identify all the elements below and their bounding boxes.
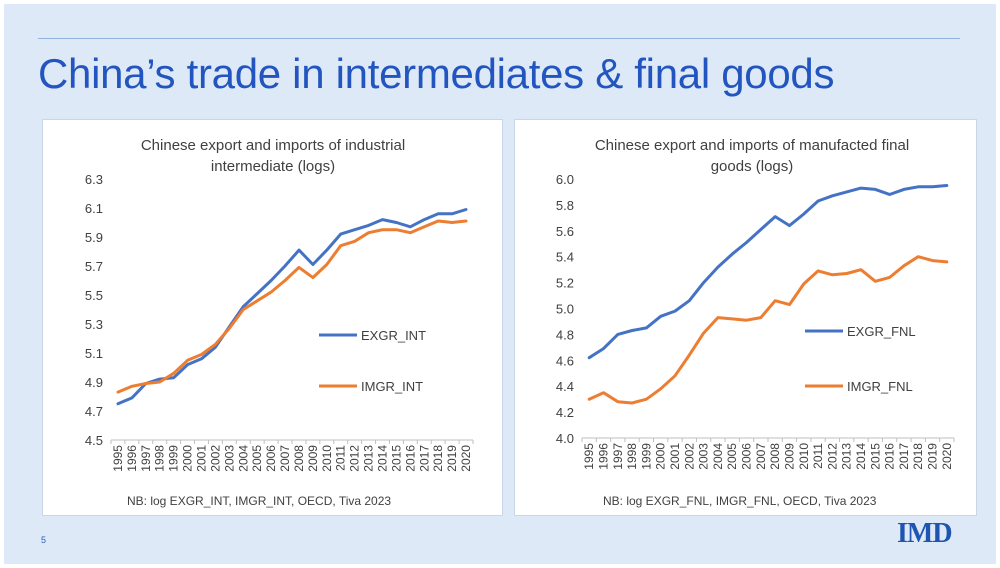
y-tick-label: 4.6	[556, 353, 574, 368]
x-tick-label: 1998	[153, 445, 167, 472]
x-tick-label: 2001	[668, 443, 682, 470]
title-divider	[38, 38, 960, 39]
chart-source-note: NB: log EXGR_FNL, IMGR_FNL, OECD, Tiva 2…	[603, 494, 877, 508]
x-tick-label: 2019	[445, 445, 459, 472]
slide: China’s trade in intermediates & final g…	[4, 4, 996, 564]
chart-title-line: goods (logs)	[711, 158, 794, 175]
x-tick-label: 1998	[625, 443, 639, 470]
x-tick-label: 2006	[740, 443, 754, 470]
y-tick-label: 4.0	[556, 431, 574, 446]
x-tick-label: 2009	[782, 443, 796, 470]
x-tick-label: 2010	[320, 445, 334, 472]
y-tick-label: 6.3	[85, 172, 103, 187]
y-tick-label: 4.8	[556, 327, 574, 342]
x-tick-label: 2019	[926, 443, 940, 470]
x-tick-label: 2004	[236, 445, 250, 472]
legend-label: IMGR_INT	[361, 379, 423, 394]
y-tick-label: 5.7	[85, 259, 103, 274]
x-tick-label: 1999	[639, 443, 653, 470]
y-tick-label: 5.6	[556, 224, 574, 239]
x-tick-label: 2004	[711, 443, 725, 470]
y-tick-label: 5.8	[556, 198, 574, 213]
x-tick-label: 2016	[883, 443, 897, 470]
x-tick-label: 2006	[264, 445, 278, 472]
y-tick-label: 4.5	[85, 433, 103, 448]
x-tick-label: 2003	[222, 445, 236, 472]
x-tick-label: 2010	[797, 443, 811, 470]
y-tick-label: 4.4	[556, 379, 574, 394]
x-tick-label: 2007	[754, 443, 768, 470]
x-tick-label: 2009	[306, 445, 320, 472]
page-number: 5	[41, 535, 47, 545]
x-tick-label: 1995	[111, 445, 125, 472]
y-tick-label: 5.1	[85, 346, 103, 361]
x-tick-label: 2018	[431, 445, 445, 472]
x-tick-label: 2005	[250, 445, 264, 472]
x-tick-label: 2017	[897, 443, 911, 470]
x-tick-label: 2008	[292, 445, 306, 472]
legend-label: EXGR_FNL	[847, 324, 916, 339]
x-tick-label: 2015	[868, 443, 882, 470]
y-tick-label: 5.4	[556, 250, 574, 265]
x-tick-label: 2015	[389, 445, 403, 472]
x-tick-label: 2008	[768, 443, 782, 470]
x-tick-label: 1996	[596, 443, 610, 470]
legend-label: EXGR_INT	[361, 328, 426, 343]
x-tick-label: 2018	[911, 443, 925, 470]
y-tick-label: 5.9	[85, 230, 103, 245]
x-tick-label: 2005	[725, 443, 739, 470]
x-tick-label: 2016	[403, 445, 417, 472]
x-tick-label: 2002	[208, 445, 222, 472]
chart-final-goods: Chinese export and imports of manufacted…	[556, 137, 955, 508]
series-line-imgr-fnl	[587, 255, 949, 405]
x-tick-label: 2000	[654, 443, 668, 470]
chart-title-line: intermediate (logs)	[211, 158, 335, 175]
series-line-exgr-fnl	[587, 184, 949, 360]
x-tick-label: 2002	[682, 443, 696, 470]
y-tick-label: 5.0	[556, 302, 574, 317]
x-tick-label: 2020	[940, 443, 954, 470]
chart-intermediates: Chinese export and imports of industrial…	[85, 137, 474, 508]
chart-panel-final-goods: Chinese export and imports of manufacted…	[514, 119, 977, 516]
x-tick-label: 2011	[334, 445, 348, 471]
x-tick-label: 2013	[362, 445, 376, 472]
y-tick-label: 5.2	[556, 276, 574, 291]
x-tick-label: 1997	[611, 443, 625, 470]
x-tick-label: 2013	[840, 443, 854, 470]
x-tick-label: 1999	[167, 445, 181, 472]
y-tick-label: 5.5	[85, 288, 103, 303]
chart-title-line: Chinese export and imports of manufacted…	[595, 137, 909, 154]
y-tick-label: 4.9	[85, 375, 103, 390]
x-tick-label: 2012	[825, 443, 839, 470]
x-tick-label: 2017	[417, 445, 431, 472]
x-tick-label: 2001	[195, 445, 209, 472]
chart-source-note: NB: log EXGR_INT, IMGR_INT, OECD, Tiva 2…	[127, 494, 391, 508]
x-tick-label: 1995	[582, 443, 596, 470]
x-tick-label: 2012	[348, 445, 362, 472]
x-tick-label: 2014	[376, 445, 390, 472]
x-tick-label: 2007	[278, 445, 292, 472]
x-tick-label: 2014	[854, 443, 868, 470]
x-tick-label: 2003	[697, 443, 711, 470]
y-tick-label: 5.3	[85, 317, 103, 332]
imd-logo: IMD	[897, 518, 953, 549]
slide-title: China’s trade in intermediates & final g…	[38, 50, 835, 97]
x-tick-label: 1996	[125, 445, 139, 472]
x-tick-label: 1997	[139, 445, 153, 472]
y-tick-label: 4.7	[85, 404, 103, 419]
series-line-imgr-int	[116, 219, 468, 394]
y-tick-label: 6.1	[85, 201, 103, 216]
series-line-exgr-int	[116, 208, 468, 406]
y-tick-label: 4.2	[556, 405, 574, 420]
chart-panel-intermediates: Chinese export and imports of industrial…	[42, 119, 503, 516]
y-tick-label: 6.0	[556, 172, 574, 187]
x-tick-label: 2011	[811, 443, 825, 469]
x-tick-label: 2000	[181, 445, 195, 472]
x-tick-label: 2020	[459, 445, 473, 472]
chart-title-line: Chinese export and imports of industrial	[141, 137, 405, 154]
legend-label: IMGR_FNL	[847, 379, 913, 394]
